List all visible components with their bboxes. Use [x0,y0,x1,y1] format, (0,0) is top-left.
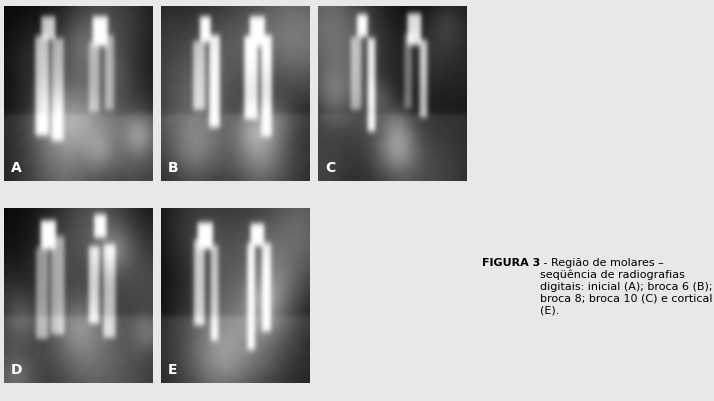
Text: A: A [11,160,21,174]
Text: E: E [168,362,178,376]
Text: FIGURA 3: FIGURA 3 [482,257,540,267]
Text: C: C [325,160,336,174]
Text: - Região de molares – seqüência de radiografias digitais: inicial (A); broca 6 (: - Região de molares – seqüência de radio… [540,257,713,314]
Text: D: D [11,362,23,376]
Text: B: B [168,160,178,174]
